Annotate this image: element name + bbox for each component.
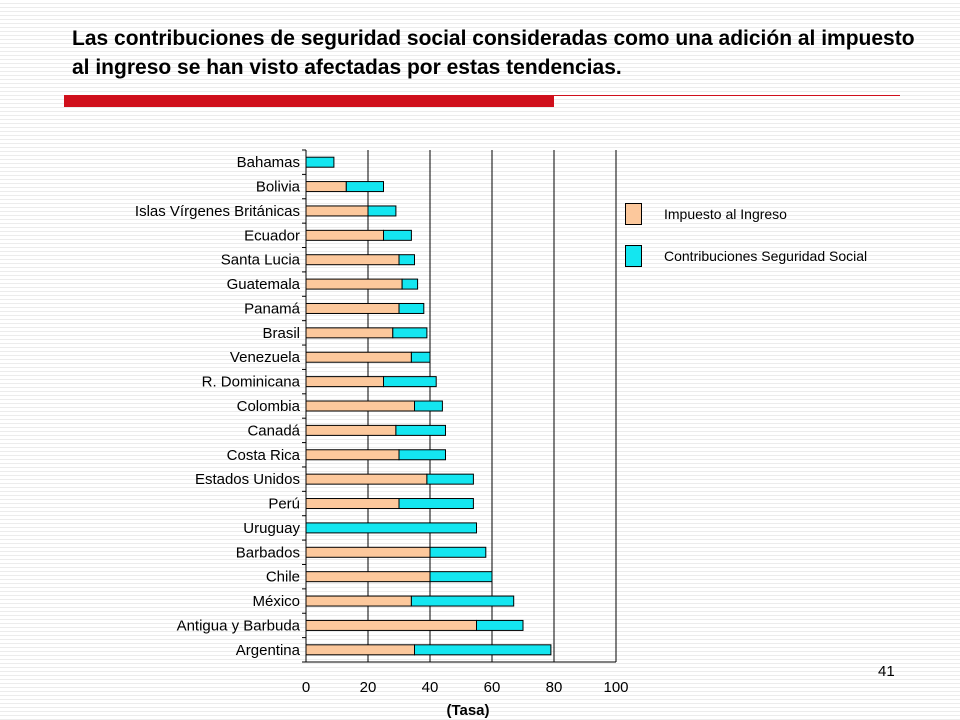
bar-income-tax-costa-rica: [305, 449, 400, 461]
category-label-canada: Canadá: [247, 422, 300, 439]
legend-label-income-tax: Impuesto al Ingreso: [664, 206, 787, 222]
bar-social-security-barbados: [429, 546, 487, 558]
category-label-antigua-y-barbuda: Antigua y Barbuda: [177, 617, 301, 634]
category-label-santa-lucia: Santa Lucia: [221, 252, 301, 269]
bar-social-security-bolivia: [345, 181, 384, 193]
bar-social-security-brasil: [392, 327, 428, 339]
bar-social-security-venezuela: [410, 351, 431, 363]
bar-income-tax-brasil: [305, 327, 394, 339]
x-tick-label-80: 80: [546, 679, 563, 696]
bar-social-security-islas-virgenes-britanicas: [367, 205, 397, 217]
category-label-barbados: Barbados: [236, 544, 300, 561]
category-label-colombia: Colombia: [237, 398, 301, 415]
page-number: 41: [878, 663, 895, 680]
bar-social-security-colombia: [414, 400, 443, 412]
bar-income-tax-canada: [305, 424, 397, 436]
bar-income-tax-antigua-y-barbuda: [305, 619, 477, 631]
bar-social-security-bahamas: [305, 156, 335, 168]
category-label-estados-unidos: Estados Unidos: [195, 471, 300, 488]
bar-income-tax-islas-virgenes-britanicas: [305, 205, 369, 217]
x-tick-label-0: 0: [302, 679, 310, 696]
category-label-peru: Perú: [268, 496, 300, 513]
bar-income-tax-chile: [305, 571, 431, 583]
bar-social-security-antigua-y-barbuda: [476, 619, 524, 631]
legend-swatch-social-security: [625, 245, 642, 267]
bar-income-tax-peru: [305, 498, 400, 510]
slide-title: Las contribuciones de seguridad social c…: [72, 27, 915, 79]
category-label-brasil: Brasil: [262, 325, 300, 342]
x-tick-label-40: 40: [422, 679, 439, 696]
bar-social-security-uruguay: [305, 522, 477, 534]
bar-social-security-canada: [395, 424, 446, 436]
category-label-uruguay: Uruguay: [243, 520, 300, 537]
category-label-bahamas: Bahamas: [237, 154, 300, 171]
bar-social-security-argentina: [414, 644, 552, 656]
legend-item-income-tax: Impuesto al Ingreso: [625, 203, 787, 225]
category-label-mexico: México: [252, 593, 300, 610]
category-label-chile: Chile: [266, 569, 300, 586]
bar-social-security-guatemala: [401, 278, 419, 290]
bar-income-tax-panama: [305, 302, 400, 314]
bar-social-security-ecuador: [383, 229, 412, 241]
category-label-panama: Panamá: [244, 300, 301, 317]
bar-income-tax-guatemala: [305, 278, 403, 290]
bar-income-tax-barbados: [305, 546, 431, 558]
legend-swatch-income-tax: [625, 203, 642, 225]
bar-social-security-r-dominicana: [383, 376, 437, 388]
bar-social-security-peru: [398, 498, 474, 510]
title-underline: [554, 95, 900, 96]
x-tick-label-100: 100: [603, 679, 628, 696]
category-label-islas-virgenes-britanicas: Islas Vírgenes Británicas: [135, 203, 300, 220]
legend-label-social-security: Contribuciones Seguridad Social: [664, 248, 868, 264]
bar-social-security-santa-lucia: [398, 254, 415, 266]
bar-income-tax-bolivia: [305, 181, 347, 193]
legend-item-social-security: Contribuciones Seguridad Social: [625, 245, 867, 267]
category-label-argentina: Argentina: [236, 642, 301, 659]
category-label-venezuela: Venezuela: [230, 349, 301, 366]
category-label-bolivia: Bolivia: [256, 179, 301, 196]
category-label-guatemala: Guatemala: [227, 276, 301, 293]
bar-social-security-chile: [429, 571, 493, 583]
bar-social-security-costa-rica: [398, 449, 446, 461]
bar-income-tax-colombia: [305, 400, 415, 412]
bar-income-tax-ecuador: [305, 229, 384, 241]
category-label-ecuador: Ecuador: [244, 227, 300, 244]
x-axis-label: (Tasa): [446, 702, 489, 719]
category-label-costa-rica: Costa Rica: [227, 447, 301, 464]
category-label-r-dominicana: R. Dominicana: [202, 374, 301, 391]
bar-income-tax-argentina: [305, 644, 415, 656]
bar-income-tax-mexico: [305, 595, 412, 607]
bar-income-tax-estados-unidos: [305, 473, 428, 485]
title-accent-bar: [64, 95, 554, 107]
x-tick-label-60: 60: [484, 679, 501, 696]
bar-social-security-panama: [398, 302, 425, 314]
x-tick-label-20: 20: [360, 679, 377, 696]
bar-social-security-mexico: [410, 595, 515, 607]
bar-income-tax-r-dominicana: [305, 376, 384, 388]
bar-income-tax-venezuela: [305, 351, 412, 363]
bar-income-tax-santa-lucia: [305, 254, 400, 266]
bar-social-security-estados-unidos: [426, 473, 474, 485]
